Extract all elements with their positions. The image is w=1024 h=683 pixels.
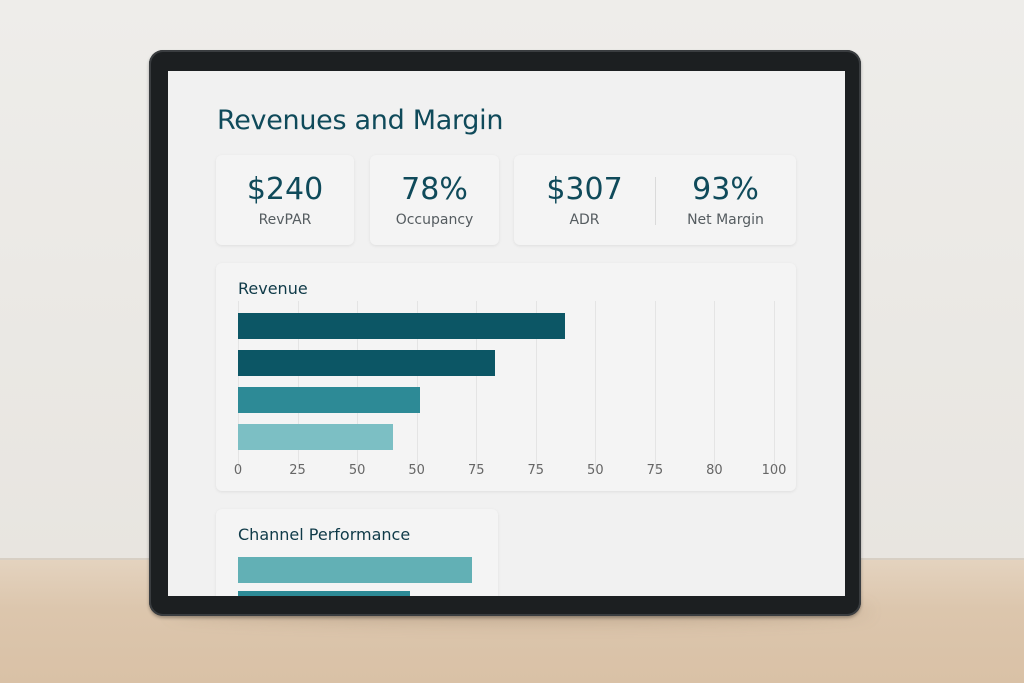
kpi-card-group: $307 ADR 93% Net Margin [514, 155, 796, 245]
revenue-gridline [238, 301, 239, 471]
kpi-card-occupancy[interactable]: 78% Occupancy [370, 155, 499, 245]
revenue-gridline [535, 301, 537, 471]
revenue-x-tick: 75 [527, 463, 545, 478]
revenue-gridline [476, 301, 478, 471]
channel-bar[interactable] [238, 557, 472, 583]
revenue-gridline [357, 301, 359, 471]
revenue-chart-title: Revenue [238, 279, 308, 298]
kpi-card-net-margin[interactable]: 93% Net Margin [655, 155, 796, 245]
page-title: Revenues and Margin [217, 105, 504, 136]
revenue-bar[interactable] [238, 313, 565, 339]
channel-performance-title: Channel Performance [238, 525, 411, 544]
kpi-label: Occupancy [395, 212, 474, 228]
revenue-bar[interactable] [238, 424, 394, 450]
kpi-label: ADR [569, 212, 600, 228]
revenue-chart-card: Revenue 0 25 50 50 75 75 50 75 80 100 [216, 263, 796, 491]
revenue-x-tick: 75 [646, 463, 664, 478]
revenue-gridline [416, 301, 418, 471]
tablet-frame: Revenues and Margin $240 RevPAR 78% Occu… [149, 50, 861, 616]
channel-performance-card: Channel Performance [216, 509, 498, 596]
tablet-screen: Revenues and Margin $240 RevPAR 78% Occu… [168, 71, 845, 596]
revenue-bar[interactable] [238, 350, 496, 376]
revenue-gridline [297, 301, 299, 471]
revenue-x-tick: 75 [467, 463, 485, 478]
kpi-value: $307 [546, 172, 623, 207]
revenue-x-tick: 50 [408, 463, 425, 478]
kpi-value: 78% [401, 172, 468, 207]
kpi-label: RevPAR [258, 212, 312, 228]
revenue-bar[interactable] [238, 387, 421, 413]
revenue-x-tick: 50 [587, 463, 604, 478]
revenue-x-tick: 100 [761, 463, 787, 478]
kpi-label: Net Margin [687, 212, 764, 228]
kpi-card-revpar[interactable]: $240 RevPAR [216, 155, 354, 245]
kpi-card-adr[interactable]: $307 ADR [514, 155, 655, 245]
revenue-gridline [774, 301, 775, 471]
revenue-x-tick: 0 [233, 463, 243, 478]
revenue-gridline [595, 301, 597, 471]
revenue-gridline [714, 301, 716, 471]
channel-bar[interactable] [238, 591, 410, 596]
kpi-divider [655, 177, 656, 225]
revenue-x-tick: 80 [706, 463, 723, 478]
revenue-x-tick: 25 [289, 463, 306, 478]
revenue-x-tick: 50 [348, 463, 366, 478]
revenue-gridline [654, 301, 656, 471]
kpi-value: 93% [692, 172, 759, 207]
kpi-value: $240 [246, 172, 324, 207]
